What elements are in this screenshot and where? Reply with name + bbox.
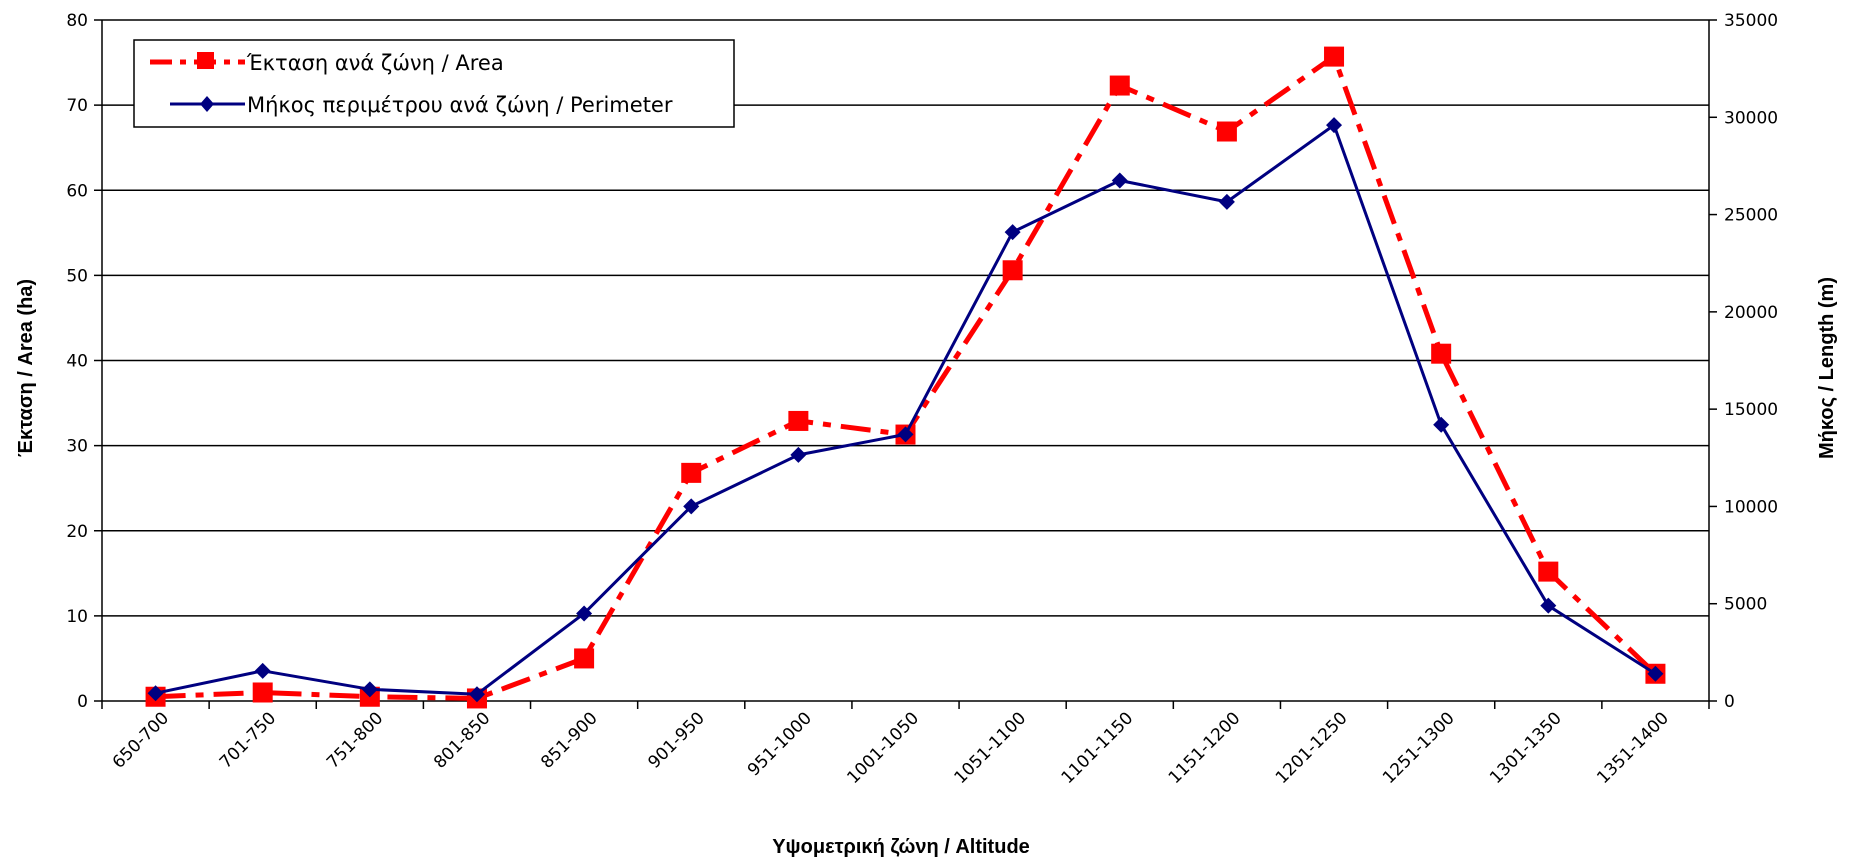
x-tick-label: 751-800	[323, 708, 387, 772]
y-left-axis-title: Έκταση / Area (ha)	[15, 279, 37, 457]
area-point	[1216, 121, 1237, 142]
perimeter-point	[1433, 416, 1450, 433]
x-tick-label: 1151-1200	[1165, 708, 1245, 788]
perimeter-point	[897, 426, 914, 443]
x-tick-label: 650-700	[109, 708, 173, 772]
y-right-tick-label: 20000	[1724, 303, 1778, 323]
perimeter-point	[1111, 172, 1128, 189]
x-axis-title: Υψομετρική ζώνη / Altitude	[772, 836, 1030, 858]
y-left-tick-label: 30	[66, 437, 88, 457]
area-point	[1109, 75, 1130, 96]
x-tick-label: 1351-1400	[1593, 708, 1673, 788]
perimeter-point	[254, 662, 271, 679]
legend-area-label: Έκταση ανά ζώνη / Area	[246, 51, 504, 75]
y-right-tick-label: 35000	[1724, 11, 1778, 31]
y-right-axis-title: Μήκος / Length (m)	[1816, 277, 1838, 459]
y-left-tick-label: 20	[66, 522, 88, 542]
series-layer	[145, 46, 1666, 709]
perimeter-point	[1326, 117, 1343, 134]
area-point	[788, 410, 809, 431]
x-tick-label: 1251-1300	[1379, 708, 1459, 788]
legend-perimeter-marker	[200, 96, 214, 112]
series-line-area	[155, 54, 1658, 701]
x-tick-labels: 650-700 701-750 751-800 801-850 851-900 901-9…	[109, 708, 1673, 788]
perimeter-point	[147, 685, 164, 702]
x-tick-label: 1201-1250	[1272, 708, 1352, 788]
legend-perimeter-label: Μήκος περιμέτρου ανά ζώνη / Perimeter	[247, 93, 673, 117]
area-point	[1431, 343, 1452, 364]
legend-area-marker	[197, 52, 214, 69]
legend-box	[133, 39, 735, 128]
perimeter-point	[361, 681, 378, 698]
perimeter-point	[683, 498, 700, 515]
y-right-tick-label: 25000	[1724, 206, 1778, 226]
y-left-tick-labels: 0 10 20 30 40 50 60 70 80	[66, 11, 88, 712]
x-tick-label: 1001-1050	[843, 708, 923, 788]
y-left-tick-label: 80	[66, 11, 88, 31]
y-left-tick-label: 0	[77, 692, 88, 712]
x-tick-label: 1301-1350	[1486, 708, 1566, 788]
area-point	[1002, 260, 1023, 281]
legend: Έκταση ανά ζώνη / Area Μήκος περιμέτρου …	[133, 39, 735, 128]
area-point	[681, 462, 702, 483]
x-tick-label: 851-900	[537, 708, 601, 772]
series-line-perimeter	[155, 123, 1657, 696]
y-right-tick-label: 30000	[1724, 108, 1778, 128]
perimeter-point	[1218, 193, 1235, 210]
x-tick-label: 1101-1150	[1058, 708, 1138, 788]
x-tick-label: 1051-1100	[950, 708, 1030, 788]
y-right-tick-label: 15000	[1724, 400, 1778, 420]
area-point	[574, 648, 595, 669]
perimeter-point	[576, 605, 593, 622]
x-tick-label: 701-750	[216, 708, 280, 772]
x-tick-label: 901-950	[644, 708, 708, 772]
y-right-tick-label: 10000	[1724, 497, 1778, 517]
perimeter-point	[1647, 665, 1664, 682]
y-right-tick-label: 0	[1724, 692, 1735, 712]
area-point	[1324, 46, 1345, 67]
x-tick-label: 951-1000	[744, 708, 816, 780]
x-tick-label: 801-850	[430, 708, 494, 772]
perimeter-point	[468, 686, 485, 703]
area-point	[252, 682, 273, 703]
y-left-tick-label: 70	[66, 96, 88, 116]
y-left-tick-label: 40	[66, 352, 88, 372]
y-right-tick-label: 5000	[1724, 595, 1767, 615]
perimeter-point	[1540, 597, 1557, 614]
y-left-tick-label: 10	[66, 607, 88, 627]
perimeter-point	[1004, 224, 1021, 241]
area-point	[1538, 561, 1559, 582]
y-left-tick-label: 60	[66, 181, 88, 201]
y-left-tick-label: 50	[66, 266, 88, 286]
perimeter-point	[790, 446, 807, 463]
y-right-tick-labels: 0 5000 10000 15000 20000 25000 30000 35000	[1724, 11, 1778, 712]
